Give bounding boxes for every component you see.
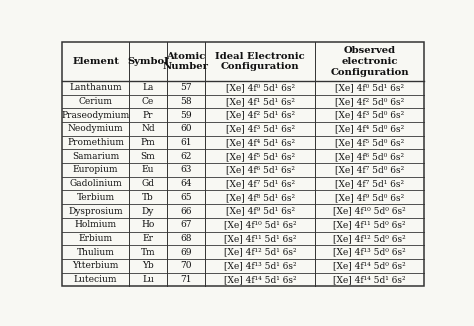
Text: [Xe] 4f¹⁴ 5d⁰ 6s²: [Xe] 4f¹⁴ 5d⁰ 6s² xyxy=(333,261,406,270)
Text: Dy: Dy xyxy=(142,206,154,215)
Text: [Xe] 4f¹⁴ 5d¹ 6s²: [Xe] 4f¹⁴ 5d¹ 6s² xyxy=(224,275,296,284)
Text: Ho: Ho xyxy=(141,220,155,229)
Text: [Xe] 4f³ 5d⁰ 6s²: [Xe] 4f³ 5d⁰ 6s² xyxy=(335,111,404,120)
Text: Eu: Eu xyxy=(142,166,155,174)
Text: [Xe] 4f⁸ 5d¹ 6s²: [Xe] 4f⁸ 5d¹ 6s² xyxy=(226,193,295,202)
Text: Gd: Gd xyxy=(142,179,155,188)
Text: Yb: Yb xyxy=(142,261,154,270)
Text: Sm: Sm xyxy=(141,152,155,161)
Text: [Xe] 4f¹³ 5d¹ 6s²: [Xe] 4f¹³ 5d¹ 6s² xyxy=(224,261,296,270)
Text: Pm: Pm xyxy=(141,138,155,147)
Text: Neodymium: Neodymium xyxy=(68,125,123,133)
Text: [Xe] 4f⁵ 5d⁰ 6s²: [Xe] 4f⁵ 5d⁰ 6s² xyxy=(335,138,404,147)
Text: Pr: Pr xyxy=(143,111,153,120)
Text: Ideal Electronic
Configuration: Ideal Electronic Configuration xyxy=(215,52,305,71)
Text: [Xe] 4f¹² 5d⁰ 6s²: [Xe] 4f¹² 5d⁰ 6s² xyxy=(333,234,406,243)
Text: Ce: Ce xyxy=(142,97,154,106)
Text: 65: 65 xyxy=(180,193,192,202)
Text: [Xe] 4f⁴ 5d⁰ 6s²: [Xe] 4f⁴ 5d⁰ 6s² xyxy=(335,125,404,133)
Text: Er: Er xyxy=(143,234,154,243)
Text: [Xe] 4f⁰ 5d¹ 6s²: [Xe] 4f⁰ 5d¹ 6s² xyxy=(335,83,404,92)
Text: [Xe] 4f⁶ 5d⁰ 6s²: [Xe] 4f⁶ 5d⁰ 6s² xyxy=(335,152,404,161)
Text: Europium: Europium xyxy=(73,166,118,174)
Text: 69: 69 xyxy=(180,247,192,257)
Text: Tb: Tb xyxy=(142,193,154,202)
Text: [Xe] 4f¹⁰ 5d⁰ 6s²: [Xe] 4f¹⁰ 5d⁰ 6s² xyxy=(333,206,406,215)
Text: Lanthanum: Lanthanum xyxy=(69,83,122,92)
Text: Praseodymium: Praseodymium xyxy=(62,111,130,120)
Text: 60: 60 xyxy=(180,125,192,133)
Text: [Xe] 4f¹⁴ 5d¹ 6s²: [Xe] 4f¹⁴ 5d¹ 6s² xyxy=(333,275,406,284)
Text: 61: 61 xyxy=(180,138,192,147)
Text: 57: 57 xyxy=(180,83,192,92)
Text: Promethium: Promethium xyxy=(67,138,124,147)
Text: Symbol: Symbol xyxy=(128,57,169,66)
Text: [Xe] 4f⁰ 5d¹ 6s²: [Xe] 4f⁰ 5d¹ 6s² xyxy=(226,83,295,92)
Text: [Xe] 4f⁹ 5d⁰ 6s²: [Xe] 4f⁹ 5d⁰ 6s² xyxy=(335,193,404,202)
Text: 64: 64 xyxy=(180,179,192,188)
Text: Tm: Tm xyxy=(141,247,155,257)
Text: 59: 59 xyxy=(180,111,192,120)
Text: 67: 67 xyxy=(180,220,192,229)
Text: [Xe] 4f⁷ 5d¹ 6s²: [Xe] 4f⁷ 5d¹ 6s² xyxy=(226,179,295,188)
Text: 68: 68 xyxy=(180,234,192,243)
Text: [Xe] 4f⁴ 5d¹ 6s²: [Xe] 4f⁴ 5d¹ 6s² xyxy=(226,138,295,147)
Text: Element: Element xyxy=(72,57,119,66)
Text: Thulium: Thulium xyxy=(77,247,115,257)
Text: [Xe] 4f⁵ 5d¹ 6s²: [Xe] 4f⁵ 5d¹ 6s² xyxy=(226,152,295,161)
Text: Cerium: Cerium xyxy=(79,97,113,106)
Text: [Xe] 4f⁶ 5d¹ 6s²: [Xe] 4f⁶ 5d¹ 6s² xyxy=(226,166,295,174)
Text: 70: 70 xyxy=(180,261,192,270)
Text: [Xe] 4f⁷ 5d⁰ 6s²: [Xe] 4f⁷ 5d⁰ 6s² xyxy=(335,166,404,174)
Text: [Xe] 4f⁷ 5d¹ 6s²: [Xe] 4f⁷ 5d¹ 6s² xyxy=(335,179,404,188)
Text: Holmium: Holmium xyxy=(74,220,117,229)
Text: La: La xyxy=(142,83,154,92)
Text: 58: 58 xyxy=(180,97,192,106)
Text: Terbium: Terbium xyxy=(77,193,115,202)
Text: Samarium: Samarium xyxy=(72,152,119,161)
Text: Dysprosium: Dysprosium xyxy=(68,206,123,215)
Text: Observed
electronic
Configuration: Observed electronic Configuration xyxy=(330,46,409,77)
Text: [Xe] 4f¹ 5d¹ 6s²: [Xe] 4f¹ 5d¹ 6s² xyxy=(226,97,295,106)
Text: Nd: Nd xyxy=(141,125,155,133)
Text: [Xe] 4f¹¹ 5d⁰ 6s²: [Xe] 4f¹¹ 5d⁰ 6s² xyxy=(333,220,406,229)
Text: Erbium: Erbium xyxy=(79,234,113,243)
Text: [Xe] 4f¹² 5d¹ 6s²: [Xe] 4f¹² 5d¹ 6s² xyxy=(224,247,296,257)
Text: 62: 62 xyxy=(180,152,191,161)
Text: [Xe] 4f² 5d¹ 6s²: [Xe] 4f² 5d¹ 6s² xyxy=(226,111,295,120)
Text: [Xe] 4f² 5d⁰ 6s²: [Xe] 4f² 5d⁰ 6s² xyxy=(335,97,404,106)
Text: Lu: Lu xyxy=(142,275,154,284)
Text: [Xe] 4f¹⁰ 5d¹ 6s²: [Xe] 4f¹⁰ 5d¹ 6s² xyxy=(224,220,296,229)
Text: Atomic
Number: Atomic Number xyxy=(163,52,209,71)
Text: [Xe] 4f¹¹ 5d¹ 6s²: [Xe] 4f¹¹ 5d¹ 6s² xyxy=(224,234,296,243)
Text: [Xe] 4f¹³ 5d⁰ 6s²: [Xe] 4f¹³ 5d⁰ 6s² xyxy=(333,247,406,257)
Text: 66: 66 xyxy=(180,206,192,215)
Text: Gadolinium: Gadolinium xyxy=(69,179,122,188)
Text: Lutecium: Lutecium xyxy=(74,275,118,284)
Text: Ytterbium: Ytterbium xyxy=(73,261,119,270)
Text: 71: 71 xyxy=(180,275,192,284)
Text: [Xe] 4f³ 5d¹ 6s²: [Xe] 4f³ 5d¹ 6s² xyxy=(226,125,295,133)
Text: [Xe] 4f⁹ 5d¹ 6s²: [Xe] 4f⁹ 5d¹ 6s² xyxy=(226,206,295,215)
Text: 63: 63 xyxy=(180,166,191,174)
